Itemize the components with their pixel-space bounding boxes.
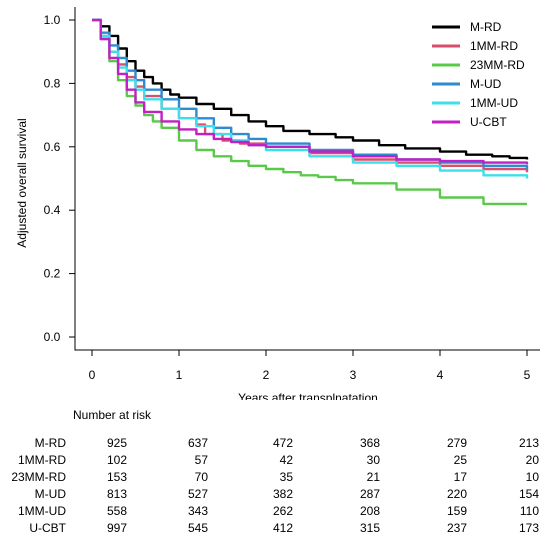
risk-row-label: 1MM-RD <box>18 453 66 467</box>
risk-cell: 287 <box>359 487 380 501</box>
risk-cell: 10 <box>525 470 539 484</box>
risk-cell: 159 <box>446 504 467 518</box>
risk-row-label: U-CBT <box>29 521 66 535</box>
risk-cell: 110 <box>519 504 539 518</box>
risk-cell: 220 <box>446 487 467 501</box>
risk-cell: 42 <box>279 453 293 467</box>
risk-cell: 368 <box>359 436 380 450</box>
axis-frame <box>74 7 540 351</box>
risk-cell: 25 <box>453 453 467 467</box>
risk-cell: 472 <box>272 436 293 450</box>
risk-cell: 20 <box>525 453 539 467</box>
series-line-u-cbt <box>92 18 529 165</box>
legend-label: 23MM-RD <box>470 58 525 72</box>
axes: 0.0 0.2 0.4 0.6 0.8 1.0 0 1 2 3 4 5 <box>44 7 540 382</box>
risk-row-label: 23MM-RD <box>11 470 66 484</box>
y-tick-label: 0.4 <box>44 203 61 217</box>
legend-label: M-UD <box>470 77 502 91</box>
risk-cell: 17 <box>453 470 467 484</box>
risk-row-label: M-UD <box>34 487 66 501</box>
y-tick-label: 0.6 <box>44 140 61 154</box>
risk-cell: 315 <box>359 521 380 535</box>
x-tick-label: 0 <box>89 368 96 382</box>
risk-cell: 412 <box>272 521 293 535</box>
legend: M-RD 1MM-RD 23MM-RD M-UD 1MM-UD U-CBT <box>432 20 525 129</box>
legend-label: 1MM-UD <box>470 96 518 110</box>
risk-cell: 279 <box>446 436 467 450</box>
risk-row-23mm-rd: 23MM-RD 153 70 35 21 17 10 <box>0 470 547 486</box>
risk-cell: 527 <box>187 487 208 501</box>
x-tick-label: 4 <box>437 368 444 382</box>
y-tick-label: 0.2 <box>44 267 61 281</box>
x-tick-label: 3 <box>350 368 357 382</box>
risk-cell: 925 <box>106 436 127 450</box>
risk-cell: 57 <box>194 453 208 467</box>
risk-cell: 813 <box>106 487 127 501</box>
risk-row-1mm-ud: 1MM-UD 558 343 262 208 159 110 <box>0 504 547 520</box>
survival-chart: 0.0 0.2 0.4 0.6 0.8 1.0 0 1 2 3 4 5 M-RD 1MM-RD 23MM-… <box>15 7 540 400</box>
y-axis-label: Adjusted overall survival <box>15 118 29 247</box>
plot-area <box>92 18 529 206</box>
legend-label: 1MM-RD <box>470 39 518 53</box>
y-tick-label: 0.0 <box>44 330 61 344</box>
risk-row-1mm-rd: 1MM-RD 102 57 42 30 25 20 <box>0 453 547 469</box>
risk-cell: 343 <box>187 504 208 518</box>
y-tick-label: 0.8 <box>44 76 61 90</box>
risk-row-label: M-RD <box>34 436 66 450</box>
x-tick-label: 2 <box>263 368 270 382</box>
risk-cell: 997 <box>106 521 127 535</box>
risk-cell: 262 <box>272 504 293 518</box>
legend-label: M-RD <box>470 20 502 34</box>
series-line-m-rd <box>92 18 529 160</box>
x-tick-label: 1 <box>176 368 183 382</box>
risk-row-label: 1MM-UD <box>18 504 66 518</box>
risk-cell: 545 <box>187 521 208 535</box>
risk-cell: 208 <box>359 504 380 518</box>
risk-cell: 153 <box>106 470 127 484</box>
risk-cell: 35 <box>279 470 293 484</box>
risk-row-m-rd: M-RD 925 637 472 368 279 213 <box>0 436 547 452</box>
risk-row-u-cbt: U-CBT 997 545 412 315 237 173 <box>0 521 547 537</box>
risk-cell: 382 <box>272 487 293 501</box>
risk-row-m-ud: M-UD 813 527 382 287 220 154 <box>0 487 547 503</box>
series-line-1mm-ud <box>92 18 529 179</box>
risk-cell: 237 <box>446 521 467 535</box>
x-axis-label: Years after transplnatation <box>238 391 378 400</box>
risk-cell: 637 <box>187 436 208 450</box>
y-tick-label: 1.0 <box>44 13 61 27</box>
legend-label: U-CBT <box>470 115 507 129</box>
risk-cell: 173 <box>518 521 539 535</box>
risk-cell: 70 <box>194 470 208 484</box>
risk-cell: 213 <box>518 436 539 450</box>
risk-table-title: Number at risk <box>73 408 152 422</box>
risk-cell: 558 <box>106 504 127 518</box>
risk-cell: 30 <box>366 453 380 467</box>
risk-cell: 21 <box>366 470 380 484</box>
risk-cell: 102 <box>106 453 127 467</box>
risk-cell: 154 <box>518 487 539 501</box>
x-tick-label: 5 <box>524 368 531 382</box>
